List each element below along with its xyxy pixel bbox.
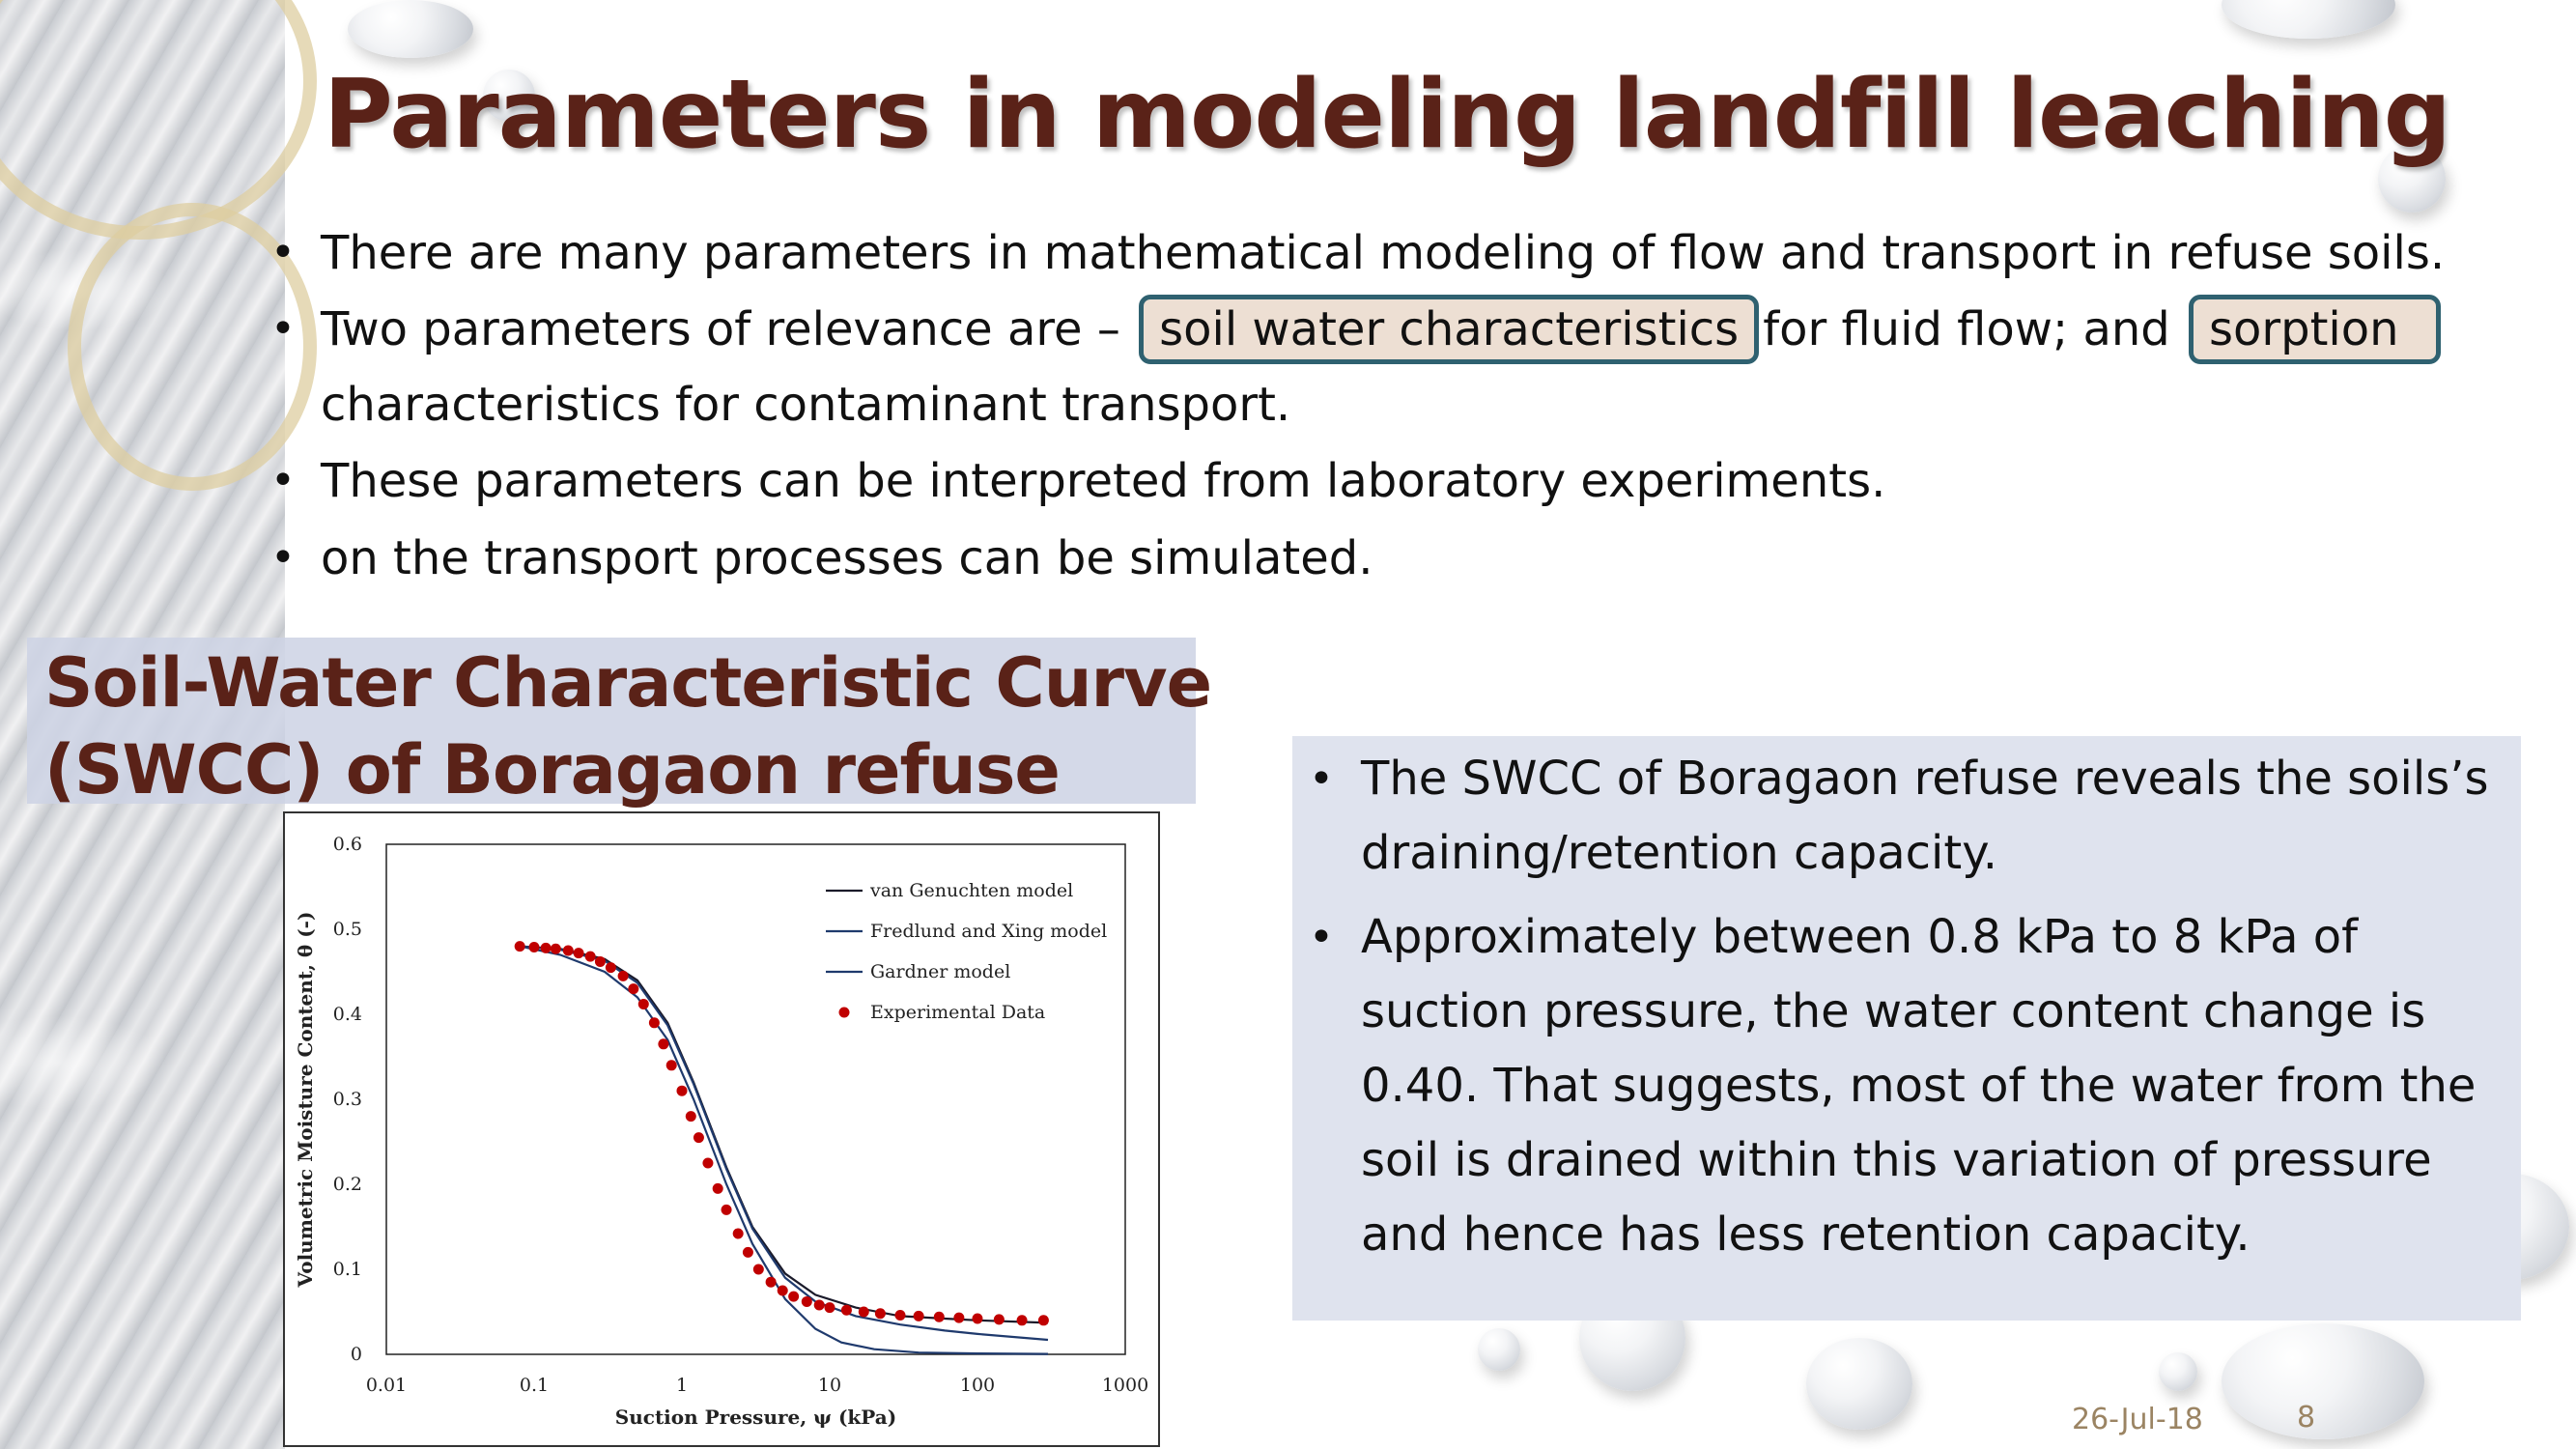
water-drop [2378,145,2446,213]
data-point [562,945,574,956]
bullet-item: These parameters can be interpreted from… [270,442,2492,520]
data-point [993,1314,1005,1325]
water-drop [483,70,535,122]
y-tick-label: 0.6 [333,834,362,855]
data-point [658,1038,669,1050]
data-point [824,1302,835,1314]
chart-section-title: Soil-Water Characteristic Curve (SWCC) o… [44,639,1212,813]
y-tick-label: 0 [351,1344,362,1365]
data-point [665,1060,677,1071]
subtitle-panel [27,638,1196,804]
data-point [648,1017,660,1029]
subtitle-line-1: Soil-Water Characteristic Curve [44,643,1212,723]
data-point [637,998,649,1009]
swcc-chart: 0 0.1 0.2 0.3 0.4 0.5 0.6 0.01 0.1 1 10 100 1000 Suct… [283,811,1160,1447]
bullet-text: characteristics for contaminant transpor… [321,378,1291,432]
data-point [514,941,525,952]
data-point [628,983,639,995]
bullet-item: There are many parameters in mathematica… [270,214,2492,292]
bullet-text: for fluid flow; and [1763,302,2170,356]
chart-svg: 0 0.1 0.2 0.3 0.4 0.5 0.6 0.01 0.1 1 10 100 1000 Suct… [294,834,1148,1429]
x-tick-label: 1000 [1102,1375,1148,1396]
data-point [742,1246,753,1258]
data-point [813,1299,825,1311]
data-point [874,1308,886,1320]
x-axis-label: Suction Pressure, ψ (kPa) [615,1406,896,1429]
data-point [1016,1315,1028,1326]
water-drop [1478,1328,1520,1371]
data-point [702,1157,714,1169]
data-point [676,1085,688,1096]
x-tick-label: 1 [676,1375,688,1396]
data-point [540,942,552,953]
data-point [765,1276,777,1288]
data-point [685,1111,696,1122]
data-point [913,1310,924,1321]
y-axis-label: Volumetric Moisture Content, θ (-) [294,912,317,1289]
bullet-item: on the transport processes can be simula… [270,520,2492,597]
x-tick-label: 0.01 [366,1375,407,1396]
highlight-sorption: sorption [2189,295,2441,364]
data-point [840,1304,852,1316]
data-point [858,1306,869,1318]
notes-bullet: The SWCC of Boragaon refuse reveals the … [1309,742,2497,891]
bullet-text: There are many parameters in mathematica… [321,226,2446,280]
data-point [584,951,596,962]
data-point [1037,1315,1049,1326]
subtitle-line-2: (SWCC) of Boragaon refuse [44,730,1061,810]
data-point [933,1311,945,1322]
slide-date: 26-Jul-18 [2072,1403,2203,1436]
notes-bullet-list: The SWCC of Boragaon refuse reveals the … [1309,742,2497,1282]
data-point [721,1204,732,1215]
data-point [972,1313,983,1324]
slide-number: 8 [2297,1401,2316,1435]
legend-label: Gardner model [870,961,1010,982]
data-point [573,948,584,959]
highlight-soil-water: soil water characteristics [1139,295,1760,364]
y-tick-label: 0.4 [333,1004,362,1025]
data-point [528,941,540,952]
water-drop [2222,1323,2424,1439]
data-point [550,943,561,954]
data-point [693,1132,704,1144]
y-tick-label: 0.5 [333,919,362,940]
x-tick-label: 100 [960,1375,995,1396]
water-drop [2159,1352,2197,1391]
data-point [777,1285,788,1296]
legend-label: Experimental Data [870,1002,1045,1023]
data-point [894,1310,906,1321]
x-tick-label: 0.1 [520,1375,549,1396]
water-drop [348,0,473,58]
notes-bullet: Approximately between 0.8 kPa to 8 kPa o… [1309,900,2497,1272]
y-tick-label: 0.2 [333,1174,362,1195]
data-point [594,955,606,967]
water-drop [2222,0,2395,39]
legend-marker [838,1007,850,1018]
slide-title: Parameters in modeling landfill leaching [324,60,2451,170]
y-tick-label: 0.3 [333,1089,362,1110]
x-tick-label: 10 [818,1375,841,1396]
main-bullet-list: There are many parameters in mathematica… [270,214,2492,597]
data-point [712,1182,723,1194]
data-point [752,1264,764,1275]
bullet-item: Two parameters of relevance are – soil w… [270,292,2492,442]
bullet-text: on the transport processes can be simula… [321,531,1373,585]
series-line [519,945,1049,1355]
data-point [617,970,629,981]
legend-label: van Genuchten model [869,880,1073,901]
data-point [605,962,616,974]
y-tick-label: 0.1 [333,1259,362,1280]
plot-area [385,843,1126,1355]
data-point [788,1291,800,1302]
water-drop [1806,1338,1912,1430]
bullet-text: These parameters can be interpreted from… [321,454,1886,508]
bullet-text: Two parameters of relevance are – [321,302,1120,356]
data-point [953,1312,965,1323]
data-point [801,1295,812,1307]
legend-label: Fredlund and Xing model [870,921,1107,942]
data-point [732,1228,744,1239]
